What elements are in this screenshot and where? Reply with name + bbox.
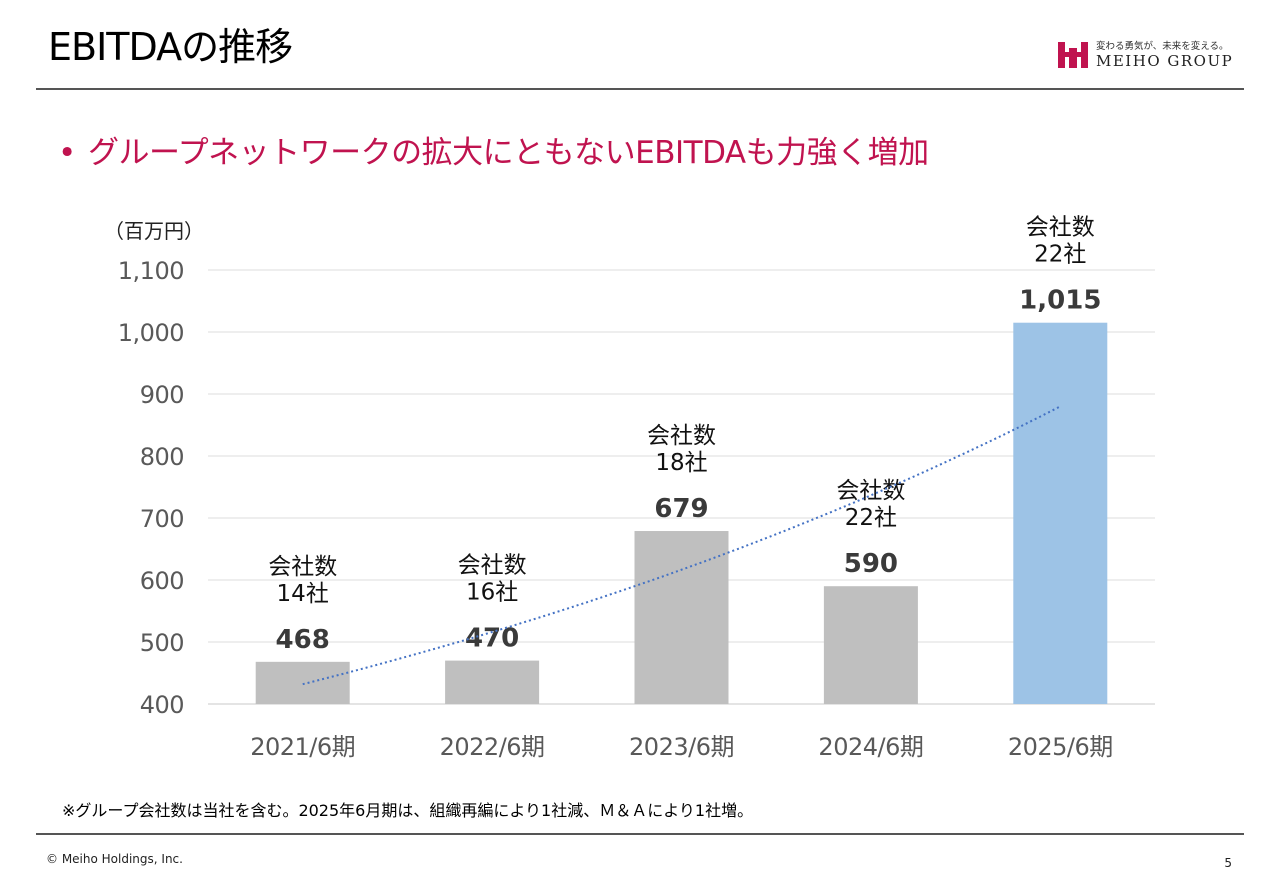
footnote: ※グループ会社数は当社を含む。2025年6月期は、組織再編により1社減、Ｍ＆Ａに…	[62, 801, 754, 820]
ebitda-bar-chart: （百万円）4005006007008009001,0001,100468会社数1…	[104, 215, 1155, 761]
company-count-heading: 会社数	[836, 478, 905, 504]
company-count-heading: 会社数	[268, 554, 337, 580]
company-count-heading: 会社数	[458, 553, 527, 579]
company-count-heading: 会社数	[647, 423, 716, 449]
header-divider	[36, 88, 1244, 90]
y-tick-label: 1,000	[118, 319, 184, 347]
x-tick-label: 2023/6期	[629, 733, 734, 761]
value-label: 590	[844, 549, 898, 579]
page-number: 5	[1224, 856, 1232, 870]
headline: • グループネットワークの拡大にともないEBITDAも力強く増加	[58, 127, 929, 172]
value-label: 468	[276, 625, 330, 655]
bar	[823, 586, 918, 704]
company-count-value: 18社	[655, 450, 707, 476]
bar	[1013, 322, 1108, 704]
bar	[634, 531, 729, 704]
headline-text: グループネットワークの拡大にともないEBITDAも力強く増加	[88, 135, 929, 171]
x-tick-label: 2022/6期	[440, 733, 545, 761]
page-title: EBITDAの推移	[48, 25, 293, 69]
value-label: 679	[654, 494, 708, 524]
y-tick-label: 700	[140, 505, 184, 533]
bullet: •	[58, 135, 76, 171]
company-count-heading: 会社数	[1026, 215, 1095, 241]
bar	[255, 661, 350, 704]
value-label: 1,015	[1019, 286, 1101, 316]
logo-text: MEIHO GROUP	[1096, 52, 1234, 70]
bar	[445, 660, 540, 704]
y-tick-label: 500	[140, 629, 184, 657]
company-count-value: 22社	[1034, 242, 1086, 268]
y-tick-label: 600	[140, 567, 184, 595]
trendline	[302, 405, 1061, 686]
logo-tagline: 変わる勇気が、未来を変える。	[1096, 41, 1229, 52]
y-tick-label: 900	[140, 381, 184, 409]
x-tick-label: 2025/6期	[1008, 733, 1113, 761]
company-count-value: 16社	[466, 580, 518, 606]
x-tick-label: 2024/6期	[818, 733, 923, 761]
footer-divider	[36, 833, 1244, 835]
copyright: © Meiho Holdings, Inc.	[46, 852, 183, 866]
company-count-value: 22社	[845, 505, 897, 531]
y-tick-label: 800	[140, 443, 184, 471]
y-tick-label: 400	[140, 691, 184, 719]
value-label: 470	[465, 624, 519, 654]
meiho-logo-icon	[1058, 42, 1088, 68]
company-logo: 変わる勇気が、未来を変える。 MEIHO GROUP	[1058, 38, 1234, 72]
y-axis-unit-label: （百万円）	[104, 219, 204, 243]
company-count-value: 14社	[277, 581, 329, 607]
x-tick-label: 2021/6期	[250, 733, 355, 761]
y-tick-label: 1,100	[118, 257, 184, 285]
